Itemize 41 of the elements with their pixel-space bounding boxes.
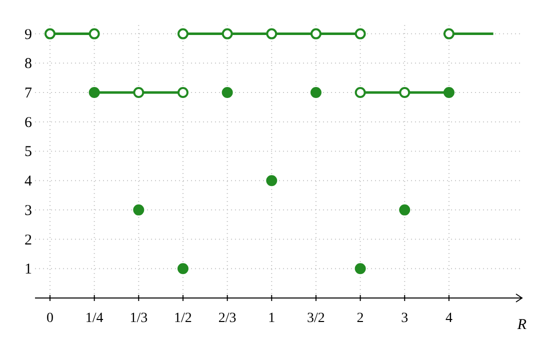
point (310, 28, 322, 40)
x-tick-label: 0 (46, 311, 54, 326)
y-tick-label: 8 (24, 56, 32, 72)
x-tick-label: 2/3 (218, 311, 236, 326)
point (88, 28, 100, 40)
y-tick-label: 2 (24, 232, 32, 248)
y-tick-label: 5 (24, 144, 32, 160)
x-tick-label: 1 (268, 311, 276, 326)
y-tick-label: 6 (24, 114, 32, 131)
point (354, 28, 366, 40)
point (399, 87, 410, 98)
point (354, 87, 366, 98)
point (443, 87, 454, 98)
point (133, 204, 144, 216)
point (310, 87, 322, 98)
point (222, 87, 233, 98)
point (399, 204, 410, 216)
point (222, 28, 233, 40)
point (443, 28, 454, 40)
x-tick-label: 3/2 (307, 311, 325, 326)
x-tick-label: 3 (401, 311, 408, 326)
y-tick-label: 4 (24, 174, 32, 190)
x-tick-label: 1/3 (130, 311, 148, 326)
x-axis-title: R (516, 317, 527, 333)
x-tick-label: 4 (445, 311, 452, 326)
y-tick-label: 1 (24, 262, 32, 278)
point (133, 87, 144, 98)
point (354, 263, 366, 274)
point (44, 28, 56, 40)
point (177, 87, 188, 98)
point (266, 175, 278, 186)
y-tick-label: 3 (24, 202, 32, 219)
y-tick-label: 9 (24, 26, 32, 43)
point (266, 28, 278, 40)
x-tick-label: 2 (356, 311, 364, 326)
x-tick-label: 1/2 (174, 311, 192, 326)
point (177, 28, 188, 40)
y-tick-label: 7 (24, 86, 32, 102)
point (88, 87, 100, 98)
point (177, 263, 188, 274)
x-tick-label: 1/4 (85, 311, 104, 326)
